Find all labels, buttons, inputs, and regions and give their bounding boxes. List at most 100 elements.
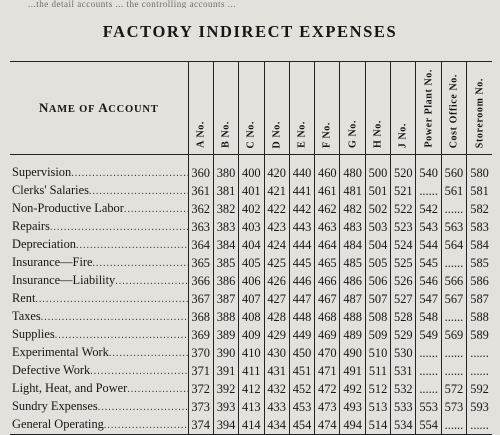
- account-name-cell: Supervision.............................…: [10, 155, 188, 183]
- account-name-cell: Sundry Expenses.........................…: [10, 398, 188, 416]
- account-number-cell: 450: [288, 344, 315, 362]
- account-number-cell: 463: [314, 218, 340, 236]
- account-number-cell: 580: [466, 154, 492, 182]
- account-number-cell: 461: [314, 182, 340, 200]
- account-number-cell: 462: [314, 200, 340, 218]
- account-number-cell: 370: [187, 344, 214, 362]
- account-number-cell: 380: [212, 154, 239, 182]
- account-number-cell: 368: [187, 308, 214, 326]
- account-name-cell: Insurance—Liability.....................…: [10, 272, 188, 290]
- account-number-cell: 388: [212, 308, 239, 326]
- account-number-cell: 401: [238, 182, 264, 200]
- account-number-cell: 424: [263, 236, 290, 254]
- account-number-cell: 431: [263, 362, 290, 380]
- account-number-cell: 569: [440, 326, 467, 344]
- account-number-cell: 412: [238, 380, 264, 398]
- page-title: FACTORY INDIRECT EXPENSES: [102, 22, 398, 41]
- account-number-cell: 489: [339, 326, 366, 344]
- account-number-cell: ......: [440, 362, 467, 380]
- account-number-cell: 512: [364, 380, 391, 398]
- account-name: Supervision: [12, 165, 72, 179]
- account-name: Taxes: [12, 309, 41, 323]
- account-name: Experimental Work: [12, 345, 109, 359]
- account-number-cell: 387: [212, 290, 239, 308]
- column-header: Cost Office No.: [440, 61, 467, 155]
- account-number-cell: 361: [187, 182, 214, 200]
- account-number-cell: 573: [440, 398, 467, 416]
- account-name-cell: Repairs.................................…: [10, 218, 188, 236]
- account-number-cell: 583: [466, 218, 492, 236]
- expense-account-table: NAME OF ACCOUNT A No. B No. C No. D No. …: [10, 61, 492, 435]
- account-number-cell: 524: [390, 236, 416, 254]
- account-number-cell: 511: [364, 362, 391, 380]
- column-header: Power Plant No.: [415, 61, 442, 155]
- account-number-cell: 434: [263, 416, 290, 435]
- account-number-cell: 554: [415, 416, 442, 435]
- account-number-cell: 422: [263, 200, 290, 218]
- account-name: Supplies: [12, 327, 55, 341]
- account-number-cell: 548: [415, 308, 442, 326]
- account-number-cell: 521: [390, 182, 416, 200]
- account-number-cell: 525: [390, 254, 416, 272]
- leader-dots: ........................................…: [35, 294, 189, 305]
- account-number-cell: 386: [212, 272, 239, 290]
- account-name: Light, Heat, and Power: [12, 381, 128, 395]
- account-number-cell: 494: [339, 416, 366, 435]
- account-number-cell: 469: [314, 326, 340, 344]
- account-number-cell: 364: [187, 236, 214, 254]
- account-number-cell: 443: [288, 218, 315, 236]
- account-number-cell: 480: [339, 154, 366, 182]
- account-number-cell: 490: [339, 344, 366, 362]
- account-number-cell: 553: [415, 398, 442, 416]
- account-number-cell: 513: [364, 398, 391, 416]
- account-number-cell: 472: [314, 380, 340, 398]
- account-number-cell: 587: [466, 290, 492, 308]
- account-number-cell: 486: [339, 272, 366, 290]
- leader-dots: ........................................…: [92, 258, 189, 269]
- account-number-cell: 444: [288, 236, 315, 254]
- account-number-cell: ......: [415, 362, 442, 380]
- account-name: Depreciation: [12, 237, 76, 251]
- account-number-cell: 408: [238, 308, 264, 326]
- column-header: E No.: [288, 61, 315, 155]
- account-number-cell: 540: [415, 154, 442, 182]
- account-number-cell: 385: [212, 254, 239, 272]
- account-number-cell: 448: [288, 308, 315, 326]
- account-number-cell: 393: [212, 398, 239, 416]
- account-number-cell: 572: [440, 380, 467, 398]
- account-number-cell: 445: [288, 254, 315, 272]
- account-number-cell: 561: [440, 182, 467, 200]
- account-number-cell: 466: [314, 272, 340, 290]
- account-name: Clerks' Salaries: [12, 183, 89, 197]
- account-number-cell: 421: [263, 182, 290, 200]
- account-number-cell: 530: [390, 344, 416, 362]
- account-number-cell: 567: [440, 290, 467, 308]
- account-number-cell: 547: [415, 290, 442, 308]
- leader-dots: ........................................…: [108, 348, 189, 359]
- leader-dots: ........................................…: [115, 276, 189, 287]
- account-number-cell: 400: [238, 154, 264, 182]
- leader-dots: ........................................…: [71, 168, 189, 179]
- account-name: Defective Work: [12, 363, 91, 377]
- account-number-cell: 563: [440, 218, 467, 236]
- account-number-cell: 485: [339, 254, 366, 272]
- account-number-cell: 528: [390, 308, 416, 326]
- leader-dots: ........................................…: [88, 186, 188, 197]
- account-number-cell: 546: [415, 272, 442, 290]
- account-number-cell: 589: [466, 326, 492, 344]
- account-number-cell: ......: [440, 254, 467, 272]
- account-number-cell: 532: [390, 380, 416, 398]
- account-name-cell: Depreciation............................…: [10, 236, 188, 254]
- account-number-cell: 588: [466, 308, 492, 326]
- account-number-cell: 492: [339, 380, 366, 398]
- account-number-cell: 493: [339, 398, 366, 416]
- account-number-cell: 585: [466, 254, 492, 272]
- account-number-cell: 474: [314, 416, 340, 435]
- column-header: D No.: [263, 61, 290, 155]
- account-number-cell: 371: [187, 362, 214, 380]
- account-number-cell: 545: [415, 254, 442, 272]
- account-number-cell: 363: [187, 218, 214, 236]
- account-number-cell: 441: [288, 182, 315, 200]
- account-number-cell: ......: [466, 416, 492, 435]
- account-number-cell: 410: [238, 344, 264, 362]
